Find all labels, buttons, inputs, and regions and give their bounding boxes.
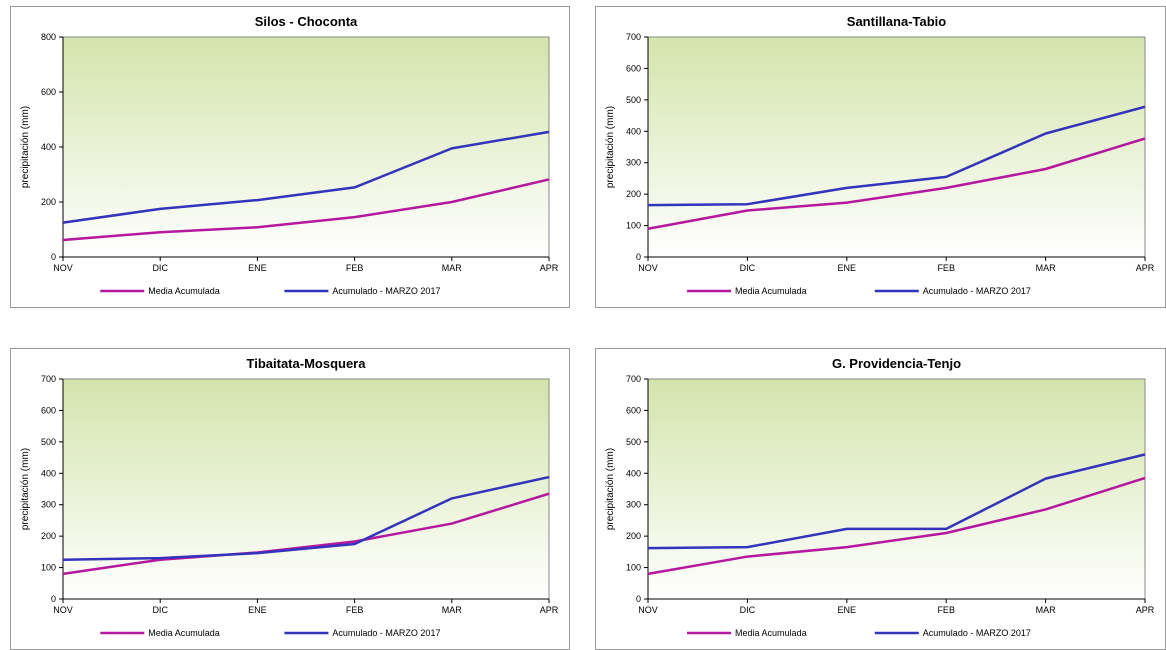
chart-svg: Santillana-Tabio precipitación (mm) 0 100 20… [605,14,1155,296]
y-axis-label: precipitación (mm) [20,448,31,530]
x-tick-label: FEB [937,605,955,615]
y-tick-label: 100 [41,563,56,573]
x-tick-label: NOV [638,263,658,273]
y-tick-label: 300 [626,500,641,510]
series-line-acumulado-marzo-2017 [62,475,550,561]
y-tick-label: 500 [626,437,641,447]
legend-label: Acumulado - MARZO 2017 [923,286,1031,296]
legend-label: Media Acumulada [148,628,220,638]
y-tick-label: 200 [41,531,56,541]
chart-title: G. Providencia-Tenjo [832,356,961,371]
y-tick-label: 500 [41,437,56,447]
legend-label: Acumulado - MARZO 2017 [332,286,440,296]
chart-svg: G. Providencia-Tenjo precipitación (mm) 0 1… [605,356,1155,638]
chart-panel-santillana-tabio: Santillana-Tabio precipitación (mm) 0 100 20… [595,6,1166,308]
y-tick-label: 500 [626,95,641,105]
series-line-acumulado-marzo-2017 [62,130,550,224]
x-tick-label: APR [540,605,559,615]
y-tick-label: 600 [626,405,641,415]
y-tick-label: 0 [51,252,56,262]
y-tick-label: 400 [626,126,641,136]
x-tick-label: NOV [638,605,658,615]
y-tick-label: 0 [636,594,641,604]
chart-title: Santillana-Tabio [847,14,946,29]
plot-area [647,36,1146,258]
legend-label: Acumulado - MARZO 2017 [332,628,440,638]
y-tick-label: 200 [626,189,641,199]
x-tick-label: MAR [1036,605,1057,615]
legend-label: Media Acumulada [735,628,807,638]
x-tick-label: MAR [442,263,463,273]
series-line-media-acumulada [647,476,1146,576]
series-line-acumulado-marzo-2017 [647,105,1146,207]
x-tick-label: ENE [248,605,267,615]
y-tick-label: 400 [626,468,641,478]
x-tick-label: MAR [1036,263,1057,273]
legend-label: Acumulado - MARZO 2017 [923,628,1031,638]
y-tick-label: 400 [41,142,56,152]
chart-title: Tibaitata-Mosquera [247,356,367,371]
y-axis-label: precipitación (mm) [605,448,616,530]
plot-area [62,36,550,258]
chart-title: Silos - Choconta [255,14,358,29]
y-tick-label: 600 [41,87,56,97]
plot-area [647,378,1146,600]
chart-panel-tibaitata-mosquera: Tibaitata-Mosquera precipitación (mm) 0 100… [10,348,570,650]
y-tick-label: 600 [41,405,56,415]
x-tick-label: ENE [838,263,857,273]
y-tick-label: 100 [626,563,641,573]
legend-label: Media Acumulada [148,286,220,296]
x-tick-label: DIC [740,605,756,615]
x-tick-label: APR [540,263,559,273]
series-line-media-acumulada [647,137,1146,230]
legend-label: Media Acumulada [735,286,807,296]
x-tick-label: FEB [346,263,364,273]
y-tick-label: 800 [41,32,56,42]
y-tick-label: 0 [636,252,641,262]
y-axis-label: precipitación (mm) [605,106,616,188]
y-tick-label: 200 [626,531,641,541]
x-tick-label: FEB [346,605,364,615]
x-tick-label: ENE [248,263,267,273]
y-tick-label: 700 [626,32,641,42]
chart-svg: Silos - Choconta precipitación (mm) 0 200 40… [20,14,559,296]
y-tick-label: 700 [41,374,56,384]
x-tick-label: ENE [838,605,857,615]
chart-panel-providencia-tenjo: G. Providencia-Tenjo precipitación (mm) 0 1… [595,348,1166,650]
series-line-media-acumulada [62,492,550,576]
y-tick-label: 700 [626,374,641,384]
y-axis-label: precipitación (mm) [20,106,31,188]
x-tick-label: FEB [937,263,955,273]
x-tick-label: DIC [740,263,756,273]
y-tick-label: 300 [41,500,56,510]
y-tick-label: 300 [626,158,641,168]
y-tick-label: 600 [626,63,641,73]
x-tick-label: NOV [53,605,73,615]
x-tick-label: MAR [442,605,463,615]
series-line-acumulado-marzo-2017 [647,453,1146,550]
y-tick-label: 100 [626,221,641,231]
x-tick-label: APR [1136,263,1155,273]
chart-panel-silos-choconta: Silos - Choconta precipitación (mm) 0 200 40… [10,6,570,308]
x-tick-label: NOV [53,263,73,273]
plot-area [62,378,550,600]
y-tick-label: 400 [41,468,56,478]
y-tick-label: 0 [51,594,56,604]
chart-svg: Tibaitata-Mosquera precipitación (mm) 0 100… [20,356,559,638]
x-tick-label: DIC [152,263,168,273]
x-tick-label: APR [1136,605,1155,615]
series-line-media-acumulada [62,178,550,242]
x-tick-label: DIC [152,605,168,615]
y-tick-label: 200 [41,197,56,207]
